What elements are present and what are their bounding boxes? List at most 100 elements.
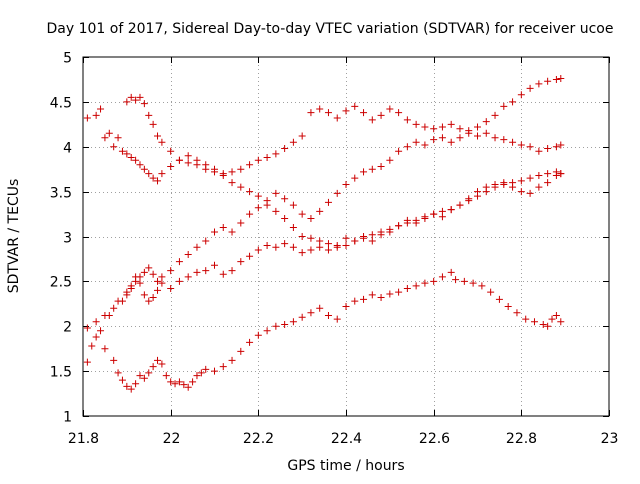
data-point: [535, 183, 543, 191]
data-point: [140, 165, 148, 173]
data-point: [246, 210, 254, 218]
data-point: [544, 179, 552, 187]
data-point: [509, 138, 517, 146]
data-point: [246, 188, 254, 196]
data-point: [500, 102, 508, 110]
data-point: [513, 309, 521, 317]
data-point: [557, 75, 565, 83]
data-point: [123, 150, 131, 158]
data-point: [145, 369, 153, 377]
data-point: [101, 345, 109, 353]
data-point: [342, 241, 350, 249]
data-point: [202, 237, 210, 245]
data-point: [517, 177, 525, 185]
data-point: [228, 267, 236, 275]
data-point: [403, 143, 411, 151]
data-point: [465, 197, 473, 205]
data-point: [368, 237, 376, 245]
data-point: [193, 156, 201, 164]
data-point: [132, 96, 140, 104]
data-point: [219, 171, 227, 179]
data-point: [447, 268, 455, 276]
data-point: [474, 192, 481, 200]
data-point: [482, 188, 490, 196]
data-point: [386, 290, 394, 298]
data-point: [342, 180, 350, 188]
data-point: [342, 303, 350, 311]
data-point: [500, 180, 508, 188]
data-point: [509, 179, 517, 187]
data-point: [254, 331, 262, 339]
data-point: [237, 183, 245, 191]
data-point: [193, 372, 201, 380]
data-point: [289, 243, 297, 251]
x-tick-label: 22.6: [419, 431, 450, 447]
data-point: [289, 224, 297, 232]
data-point: [316, 207, 324, 215]
data-point: [211, 261, 218, 269]
data-point: [167, 162, 175, 170]
data-point: [184, 250, 192, 258]
data-point: [298, 132, 306, 140]
data-point: [412, 216, 420, 224]
data-point: [469, 279, 477, 287]
data-point: [189, 378, 197, 386]
data-point: [136, 93, 144, 101]
data-point: [342, 107, 350, 115]
data-point: [386, 156, 394, 164]
data-point: [123, 98, 131, 106]
data-point: [83, 114, 91, 122]
data-point: [154, 277, 162, 285]
x-tick-label: 22.4: [331, 431, 362, 447]
data-point: [97, 105, 105, 113]
data-point: [544, 145, 552, 153]
data-point: [377, 162, 385, 170]
data-point: [289, 201, 297, 209]
data-point: [544, 322, 552, 330]
y-axis-label: SDTVAR / TECUs: [6, 179, 22, 294]
series-3: [92, 129, 565, 326]
data-point: [447, 120, 455, 128]
data-point: [219, 363, 227, 371]
data-point: [154, 177, 162, 185]
data-point: [145, 111, 153, 119]
data-point: [228, 228, 236, 236]
data-point: [438, 273, 446, 281]
data-point: [149, 120, 157, 128]
data-point: [333, 189, 341, 197]
data-point: [281, 320, 289, 328]
data-point: [316, 304, 324, 312]
data-point: [145, 297, 153, 305]
x-tick-label: 21.8: [68, 431, 99, 447]
data-point: [132, 277, 140, 285]
data-point: [237, 165, 245, 173]
data-point: [184, 273, 192, 281]
data-point: [307, 234, 315, 242]
data-point: [386, 225, 394, 233]
x-tick-label: 22.8: [506, 431, 537, 447]
data-point: [509, 98, 517, 106]
y-tick-label: 1: [63, 410, 72, 426]
data-point: [254, 246, 262, 254]
data-point: [421, 213, 429, 221]
data-point: [412, 138, 420, 146]
y-tick-label: 4: [63, 141, 72, 157]
data-point: [154, 286, 162, 294]
data-point: [272, 150, 280, 158]
series-4: [83, 75, 565, 178]
data-point: [197, 369, 205, 377]
data-point: [465, 127, 473, 135]
data-point: [246, 338, 254, 346]
data-point: [487, 288, 495, 296]
data-point: [127, 154, 135, 162]
data-point: [557, 318, 565, 326]
data-point: [114, 369, 122, 377]
data-point: [167, 147, 175, 155]
data-point: [482, 129, 490, 137]
data-point: [101, 311, 109, 319]
data-point: [333, 315, 341, 323]
data-point: [167, 285, 175, 293]
data-point: [175, 378, 183, 386]
data-point: [237, 347, 245, 355]
data-point: [193, 268, 201, 276]
